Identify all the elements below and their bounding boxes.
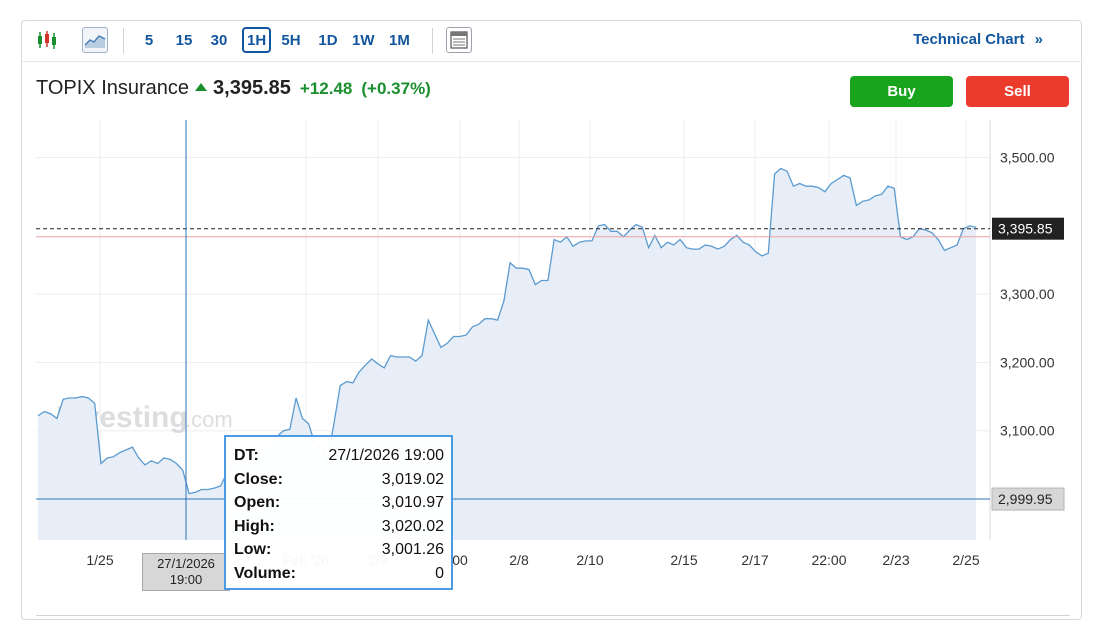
crosshair-x-date: 27/1/2026 <box>157 556 215 571</box>
crosshair-x-time: 19:00 <box>169 572 203 587</box>
arrow-up-icon <box>195 83 208 91</box>
table-layout-icon[interactable] <box>446 27 472 53</box>
x-tick-label: 2/25 <box>952 552 979 568</box>
technical-chart-link[interactable]: Technical Chart » <box>913 31 1043 48</box>
tooltip-value: 3,019.02 <box>381 470 444 488</box>
x-tick-label: 2/8 <box>509 552 529 568</box>
price-chart[interactable]: Investing .com 3,500.003,300.003,200.003… <box>0 0 1100 599</box>
timeframe-1d[interactable]: 1D <box>318 31 338 49</box>
x-tick-label: 22:00 <box>811 552 846 568</box>
buy-button[interactable]: Buy <box>850 76 953 107</box>
y-tick-label: 3,100.00 <box>1000 423 1055 439</box>
x-tick-label: 2/17 <box>741 552 768 568</box>
sell-button[interactable]: Sell <box>966 76 1069 107</box>
tooltip-value: 3,001.26 <box>381 541 444 558</box>
x-tick-label: 2/15 <box>670 552 697 568</box>
y-tick-label: 3,300.00 <box>1000 286 1055 302</box>
price-change: +12.48 <box>299 79 353 98</box>
price-change-percent: (+0.37%) <box>361 79 431 98</box>
timeframe-15[interactable]: 15 <box>175 31 193 49</box>
tooltip-row: Volume: 0 <box>234 562 444 586</box>
area-chart-icon[interactable] <box>82 27 108 53</box>
x-tick-label: 1/25 <box>86 552 113 568</box>
timeframe-5[interactable]: 5 <box>144 31 154 49</box>
tooltip-value: 3,020.02 <box>381 517 444 535</box>
timeframe-30[interactable]: 30 <box>210 31 228 49</box>
instrument-header: TOPIX Insurance 3,395.85 +12.48 (+0.37%) <box>36 77 431 100</box>
tooltip-value: 3,010.97 <box>381 494 444 511</box>
tooltip-value: 27/1/2026 19:00 <box>328 447 444 464</box>
y-tick-label: 3,200.00 <box>1000 354 1055 370</box>
tooltip-row: DT: 27/1/2026 19:00 <box>234 444 444 468</box>
x-tick-label: 00 <box>452 552 468 568</box>
last-price-label: 3,395.85 <box>998 221 1053 237</box>
watermark-suffix: .com <box>185 407 233 432</box>
technical-chart-label: Technical Chart <box>913 31 1025 48</box>
last-price-label-bg <box>992 217 1064 240</box>
price-line <box>37 167 977 495</box>
timeframe-1h[interactable]: 1H <box>242 27 272 53</box>
tooltip-key: Volume: <box>234 564 296 582</box>
tooltip-value: 0 <box>435 564 444 582</box>
tooltip-row: Open: 3,010.97 <box>234 491 444 515</box>
toolbar-divider <box>432 28 433 54</box>
crosshair-y-label-bg <box>991 487 1065 511</box>
timeframe-1m[interactable]: 1M <box>389 31 410 49</box>
tooltip-row: Low: 3,001.26 <box>234 538 444 562</box>
price-area <box>38 168 976 540</box>
tooltip-row: Close: 3,019.02 <box>234 468 444 492</box>
timeframe-1w[interactable]: 1W <box>352 31 375 49</box>
chart-toolbar: 5 15 30 1H 5H 1D 1W 1M Technical Chart » <box>22 21 1081 62</box>
x-tick-label: 2/23 <box>882 552 909 568</box>
timeframe-5h[interactable]: 5H <box>281 31 301 49</box>
tooltip-key: Close: <box>234 470 283 488</box>
tooltip-row: High: 3,020.02 <box>234 515 444 539</box>
x-tick-label: 2/10 <box>576 552 603 568</box>
instrument-name: TOPIX Insurance <box>36 77 190 99</box>
tooltip-key: Open: <box>234 494 281 511</box>
crosshair-x-label: 27/1/2026 19:00 <box>142 553 230 591</box>
tooltip-key: High: <box>234 517 275 535</box>
y-tick-label: 3,500.00 <box>1000 150 1055 166</box>
toolbar-divider <box>123 28 124 54</box>
candlestick-icon[interactable] <box>34 27 60 53</box>
ohlc-tooltip: DT: 27/1/2026 19:00 Close: 3,019.02 Open: 3… <box>224 435 453 590</box>
tooltip-key: DT: <box>234 447 259 464</box>
instrument-price: 3,395.85 <box>213 77 291 99</box>
crosshair-y-label: 2,999.95 <box>998 491 1053 507</box>
double-chevron-right-icon: » <box>1034 31 1043 48</box>
navigator-strip <box>36 615 1070 622</box>
tooltip-key: Low: <box>234 541 272 558</box>
